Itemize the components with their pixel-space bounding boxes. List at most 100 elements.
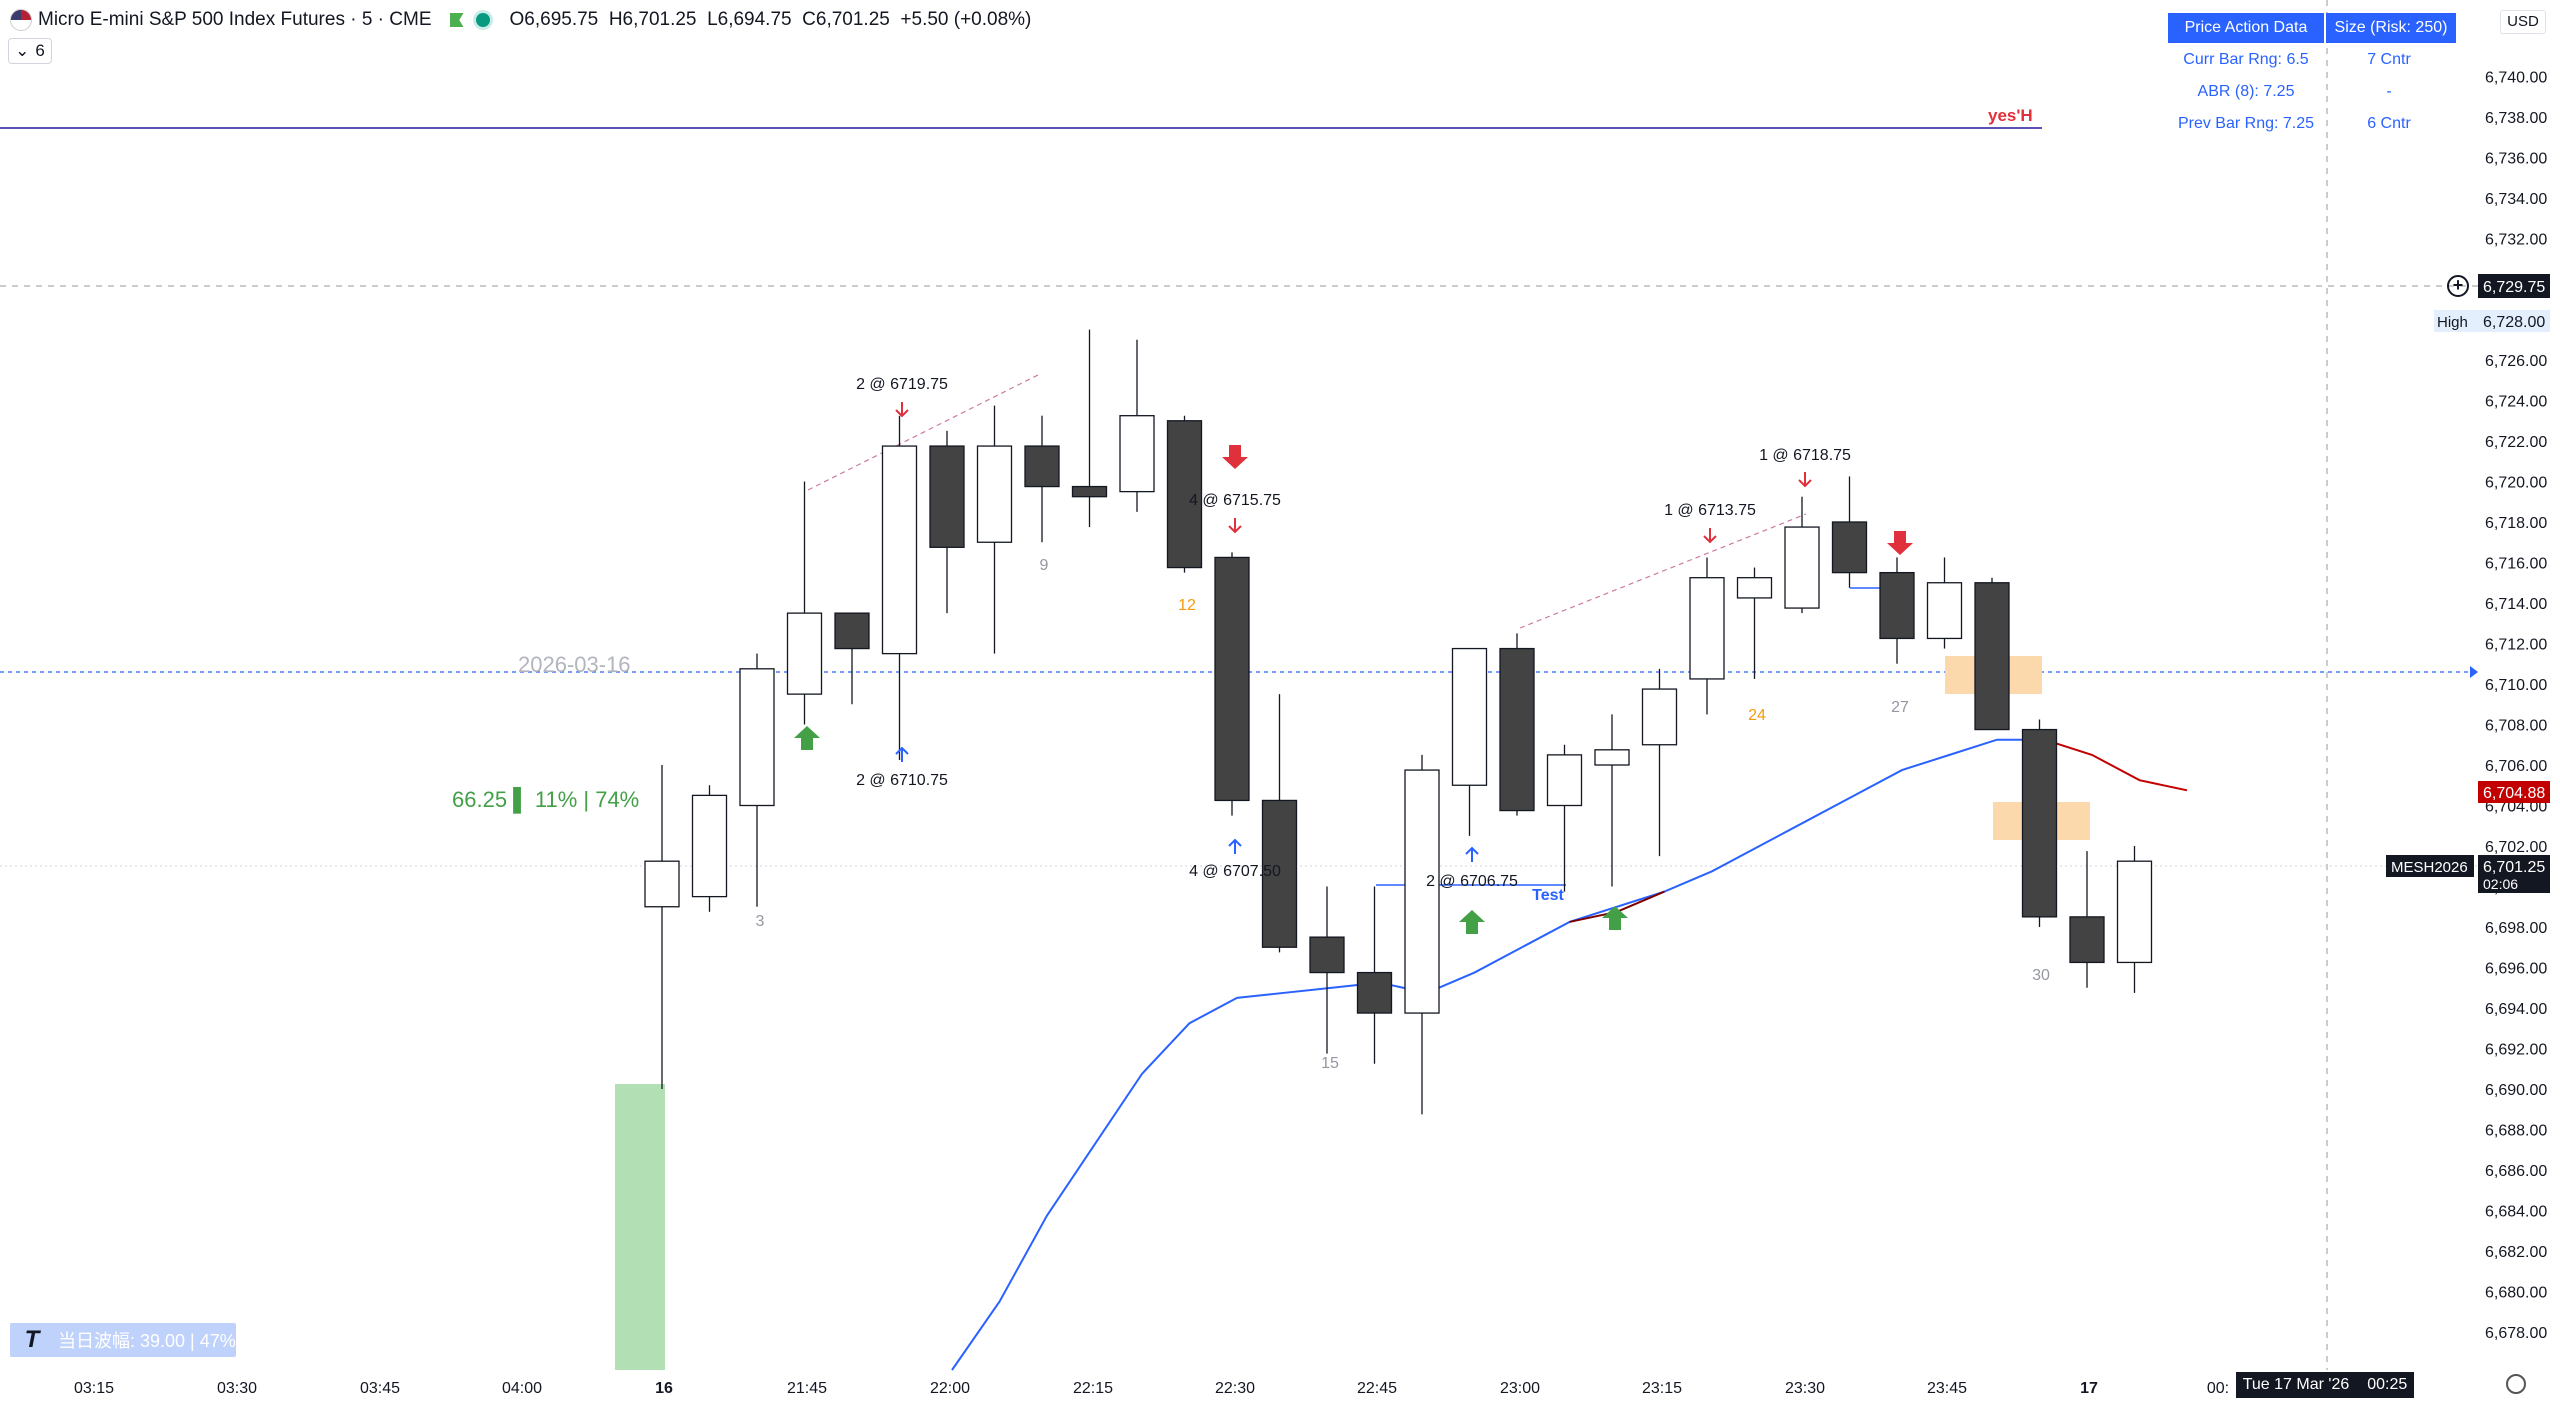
change-value: +5.50 (+0.08%) — [900, 9, 1032, 30]
y-tick-label: 6,678.00 — [2485, 1325, 2547, 1342]
candle-body — [1214, 556, 1250, 802]
open-value: O6,695.75 — [509, 9, 599, 30]
annotation-label: 1 @ 6713.75 — [1664, 502, 1756, 519]
candle-body — [1689, 577, 1725, 680]
table-header-right: Size (Risk: 250) — [2326, 13, 2458, 43]
y-tick-label: 6,738.00 — [2485, 110, 2547, 127]
crosshair-time: 00:25 — [2367, 1376, 2408, 1393]
sell-signal-icon — [1222, 445, 1248, 469]
flag-marker-icon[interactable] — [449, 13, 464, 27]
high-tag-label: High — [2437, 314, 2468, 331]
currency-selector[interactable]: USD — [2500, 10, 2546, 34]
candle-body — [1261, 799, 1298, 948]
candle-body — [1356, 971, 1393, 1014]
crosshair-price: 6,729.75 — [2483, 279, 2545, 296]
high-value: H6,701.25 — [608, 9, 697, 30]
x-tick-label: 23:00 — [1500, 1380, 1540, 1397]
y-tick-label: 6,710.00 — [2485, 677, 2547, 694]
y-tick-label: 6,694.00 — [2485, 1001, 2547, 1018]
table-cell: 6 Cntr — [2367, 115, 2411, 132]
table-cell: 7 Cntr — [2367, 51, 2411, 68]
us-flag-icon — [10, 9, 32, 31]
y-tick-label: 6,716.00 — [2485, 556, 2547, 573]
marker-price-arrow — [2470, 666, 2478, 678]
x-tick-label: 00: — [2207, 1380, 2229, 1397]
indicator-toggle[interactable]: ⌄ 6 — [8, 38, 52, 64]
sell-arrow-icon — [1798, 472, 1812, 488]
candle-body — [1831, 521, 1868, 574]
candle-body — [1784, 526, 1820, 609]
annotation-label: 2 @ 6719.75 — [856, 376, 948, 393]
buy-signal-icon — [1602, 906, 1628, 930]
candle-body — [1024, 445, 1060, 488]
stat-label: 66.25 ▌ 11% | 74% — [452, 786, 639, 814]
candle-body — [786, 612, 823, 695]
y-tick-label: 6,732.00 — [2485, 232, 2547, 249]
range-bar-green — [615, 1084, 665, 1370]
y-tick-label: 6,682.00 — [2485, 1244, 2547, 1261]
y-tick-label: 6,724.00 — [2485, 394, 2547, 411]
ema-price: 6,704.88 — [2483, 785, 2545, 802]
y-tick-label: 6,714.00 — [2485, 596, 2547, 613]
annotation-label: 1 @ 6718.75 — [1759, 447, 1851, 464]
y-tick-label: 6,708.00 — [2485, 718, 2547, 735]
symbol-title[interactable]: Micro E-mini S&P 500 Index Futures · 5 ·… — [38, 9, 432, 30]
candle-body — [1119, 415, 1155, 493]
x-tick-label: 16 — [655, 1380, 673, 1397]
candle-body — [1974, 582, 2010, 731]
crosshair-time-badge: Tue 17 Mar '26 00:25 — [2236, 1372, 2414, 1398]
tradingview-logo-icon[interactable]: T — [24, 1326, 40, 1353]
annotation-label: 12 — [1178, 597, 1196, 614]
x-tick-label: 03:45 — [360, 1380, 400, 1397]
trend-dashed-1 — [807, 373, 1041, 491]
indicator-count: 6 — [35, 41, 45, 60]
buy-arrow-icon — [895, 746, 909, 762]
candle-body — [739, 668, 775, 807]
x-tick-label: 22:15 — [1073, 1380, 1113, 1397]
bar-countdown: 02:06 — [2483, 876, 2518, 892]
candle-body — [2021, 728, 2058, 918]
y-tick-label: 6,722.00 — [2485, 434, 2547, 451]
sell-arrow-icon — [1703, 528, 1717, 544]
annotation-label: 4 @ 6715.75 — [1189, 492, 1281, 509]
candle-body — [1309, 936, 1345, 974]
y-tick-label: 6,692.00 — [2485, 1042, 2547, 1059]
candle-body — [1736, 577, 1773, 599]
y-tick-label: 6,720.00 — [2485, 475, 2547, 492]
candle-body — [1926, 582, 1963, 640]
y-tick-label: 6,706.00 — [2485, 758, 2547, 775]
y-tick-label: 6,726.00 — [2485, 353, 2547, 370]
table-row: Prev Bar Rng: 7.25 6 Cntr — [2168, 108, 2458, 140]
y-tick-label: 6,688.00 — [2485, 1123, 2547, 1140]
add-alert-icon[interactable]: + — [2447, 275, 2469, 297]
y-tick-label: 6,680.00 — [2485, 1285, 2547, 1302]
settings-icon[interactable] — [2506, 1374, 2526, 1394]
x-tick-label: 22:45 — [1357, 1380, 1397, 1397]
trend-dashed-2 — [1519, 513, 1807, 629]
market-open-icon — [475, 13, 490, 27]
y-tick-label: 6,686.00 — [2485, 1163, 2547, 1180]
candle-body — [929, 445, 965, 548]
y-tick-label: 6,696.00 — [2485, 961, 2547, 978]
candle-body — [976, 445, 1013, 543]
annotation-label: 27 — [1891, 699, 1909, 716]
y-tick-label: 6,734.00 — [2485, 191, 2547, 208]
sell-arrow-icon — [895, 402, 909, 418]
table-cell: - — [2386, 83, 2392, 100]
last-price-bg — [2478, 855, 2550, 893]
candle-body — [834, 612, 870, 650]
candle-body — [1879, 571, 1915, 640]
chevron-down-icon: ⌄ — [15, 41, 30, 60]
price-action-table: Price Action Data Size (Risk: 250) Curr … — [2168, 12, 2458, 140]
y-tick-label: 6,698.00 — [2485, 920, 2547, 937]
table-header: Price Action Data Size (Risk: 250) — [2168, 12, 2458, 44]
close-value: C6,701.25 — [802, 9, 890, 30]
annotation-label: Test — [1532, 887, 1564, 904]
table-row: Curr Bar Rng: 6.5 7 Cntr — [2168, 44, 2458, 76]
table-cell: Prev Bar Rng: 7.25 — [2177, 115, 2315, 132]
annotation-label: 2 @ 6710.75 — [856, 772, 948, 789]
annotation-label: 30 — [2032, 967, 2050, 984]
x-tick-label: 22:30 — [1215, 1380, 1255, 1397]
x-tick-label: 03:15 — [74, 1380, 114, 1397]
